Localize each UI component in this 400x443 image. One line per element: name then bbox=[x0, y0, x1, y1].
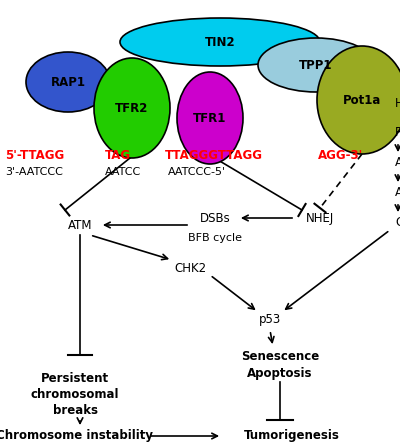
Ellipse shape bbox=[26, 52, 110, 112]
Text: TTAGGGTTAGG: TTAGGGTTAGG bbox=[165, 148, 263, 162]
Text: TFR1: TFR1 bbox=[193, 112, 227, 124]
Ellipse shape bbox=[120, 18, 320, 66]
Text: Persistent
chromosomal
breaks: Persistent chromosomal breaks bbox=[31, 373, 119, 417]
Text: AATCCC-5': AATCCC-5' bbox=[168, 167, 226, 177]
Text: CHK1: CHK1 bbox=[395, 215, 400, 229]
Text: 5'-TTAGG: 5'-TTAGG bbox=[5, 148, 64, 162]
Text: AGG-3': AGG-3' bbox=[318, 148, 363, 162]
Text: TFR2: TFR2 bbox=[115, 101, 149, 114]
Text: Tumorigenesis: Tumorigenesis bbox=[244, 430, 340, 443]
Text: AATCC: AATCC bbox=[105, 167, 141, 177]
Ellipse shape bbox=[258, 38, 374, 92]
Text: RAP1: RAP1 bbox=[50, 75, 86, 89]
Text: BFB cycle: BFB cycle bbox=[188, 233, 242, 243]
Text: CHK2: CHK2 bbox=[174, 261, 206, 275]
Text: HR: HR bbox=[395, 97, 400, 109]
Text: RPA: RPA bbox=[395, 125, 400, 139]
Text: TPP1: TPP1 bbox=[299, 58, 333, 71]
Ellipse shape bbox=[94, 58, 170, 158]
Text: ATRIP: ATRIP bbox=[395, 155, 400, 168]
Text: p53: p53 bbox=[259, 314, 281, 326]
Text: Chromosome instability: Chromosome instability bbox=[0, 430, 154, 443]
Text: 3'-AATCCC: 3'-AATCCC bbox=[5, 167, 63, 177]
Text: Senescence
Apoptosis: Senescence Apoptosis bbox=[241, 350, 319, 380]
Text: ATR: ATR bbox=[395, 186, 400, 198]
Text: Pot1a: Pot1a bbox=[343, 93, 381, 106]
Text: TAG: TAG bbox=[105, 148, 131, 162]
Text: TIN2: TIN2 bbox=[205, 35, 235, 48]
Ellipse shape bbox=[317, 46, 400, 154]
Text: DSBs: DSBs bbox=[200, 211, 230, 225]
Ellipse shape bbox=[177, 72, 243, 164]
Text: ATM: ATM bbox=[68, 218, 92, 232]
Text: NHEJ: NHEJ bbox=[306, 211, 334, 225]
